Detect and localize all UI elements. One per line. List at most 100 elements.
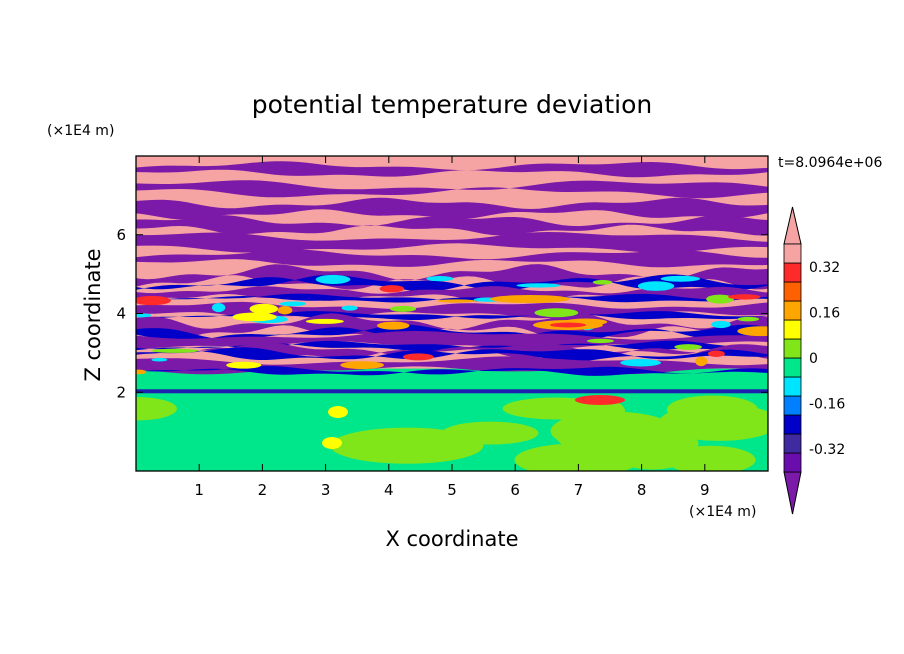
field-blob [211,302,226,313]
y-tick-label: 6 [116,226,126,244]
heatmap-field [136,156,768,471]
field-band-edge [136,293,768,303]
field-blob [706,294,734,304]
field-blob [322,437,342,449]
field-blob [586,338,615,344]
field-blob [426,276,454,282]
field-blob [737,316,760,322]
x-axis-label: X coordinate [385,527,518,551]
field-blob [151,348,199,353]
field-blob [279,301,307,307]
y-tick-label: 2 [116,383,126,401]
colorbar-over-triangle [783,206,802,245]
field-blob [340,361,384,370]
x-tick-label: 2 [258,481,268,499]
field-blob [660,275,701,282]
field-blob [277,306,293,315]
field-blob [315,274,351,284]
x-tick-label: 3 [321,481,331,499]
colorbar-label: 0.16 [809,305,840,321]
field-blob [136,396,177,421]
field-interface-line [136,389,768,394]
colorbar-label: -0.32 [809,442,845,458]
colorbar-segment [783,281,802,302]
colorbar-segment [783,300,802,321]
x-tick-label: 6 [510,481,520,499]
field-blob [620,359,662,367]
field-band-edge [136,311,768,320]
colorbar-under-triangle [783,471,802,515]
field-blob [575,395,625,405]
colorbar-segment [783,376,802,397]
field-blob [737,326,768,337]
field-blob [707,350,725,357]
x-tick-label: 4 [384,481,394,499]
field-blob [136,313,152,318]
colorbar-segment [783,452,802,473]
field-blob [490,295,570,303]
y-ticks: 2 4 6 [116,226,768,401]
field-band [136,197,768,220]
field-band-edge [136,366,768,376]
colorbar-segment [783,338,802,359]
field-blob [665,445,756,471]
field-band [136,249,768,268]
x-ticks: 1 2 3 4 5 6 7 8 9 [194,156,710,499]
x-tick-label: 5 [447,481,457,499]
time-label: t=8.0964e+06 [778,155,882,171]
field-blob [328,406,348,418]
y-axis-label: Z coordinate [81,248,105,381]
field-blob [379,285,405,293]
x-tick-label: 1 [194,481,204,499]
field-blob [534,308,579,318]
x-tick-label: 7 [574,481,584,499]
field-band [136,232,768,253]
field-band-edge [136,347,768,362]
field-band [136,215,768,236]
field-blob [232,312,277,322]
field-band-edge [136,340,768,352]
field-blob [727,294,761,300]
field-blob [226,361,262,369]
field-blob [514,443,640,471]
colorbar-label: -0.16 [809,397,845,413]
field-blob [305,318,344,324]
colorbar-segment [783,319,802,340]
colorbar-label: 0.32 [809,260,840,276]
field-band-edge [136,274,768,292]
field-blob [592,279,613,285]
field-blob [674,344,702,350]
field-band [136,161,768,178]
x-unit-label: (×1E4 m) [689,504,756,520]
field-blob [516,283,561,288]
x-tick-label: 8 [637,481,647,499]
field-blob [402,353,434,361]
colorbar-segment [783,262,802,283]
colorbar-segment [783,243,802,264]
colorbar-segment [783,395,802,416]
field-blob [377,321,410,330]
field-blob [136,295,171,306]
field-band [136,331,768,350]
field-blob [666,395,758,424]
field-blob [136,369,147,375]
colorbar-label: 0 [809,351,818,367]
field-blob [151,357,168,362]
field-band [136,180,768,199]
colorbar-segment [783,357,802,378]
field-blob [389,305,417,312]
field-blob [442,421,539,445]
field-blob [711,320,731,329]
y-unit-label: (×1E4 m) [47,123,114,139]
field-blob [249,303,279,314]
field-blob [637,281,675,291]
colorbar: 0.32 0.16 0 -0.16 -0.32 [783,206,845,515]
colorbar-segment [783,433,802,454]
chart-title: potential temperature deviation [252,90,652,119]
field-blob [695,356,708,367]
field-blob [341,305,358,311]
field-blob [436,299,476,303]
field-blob [550,322,586,328]
x-tick-label: 9 [700,481,710,499]
